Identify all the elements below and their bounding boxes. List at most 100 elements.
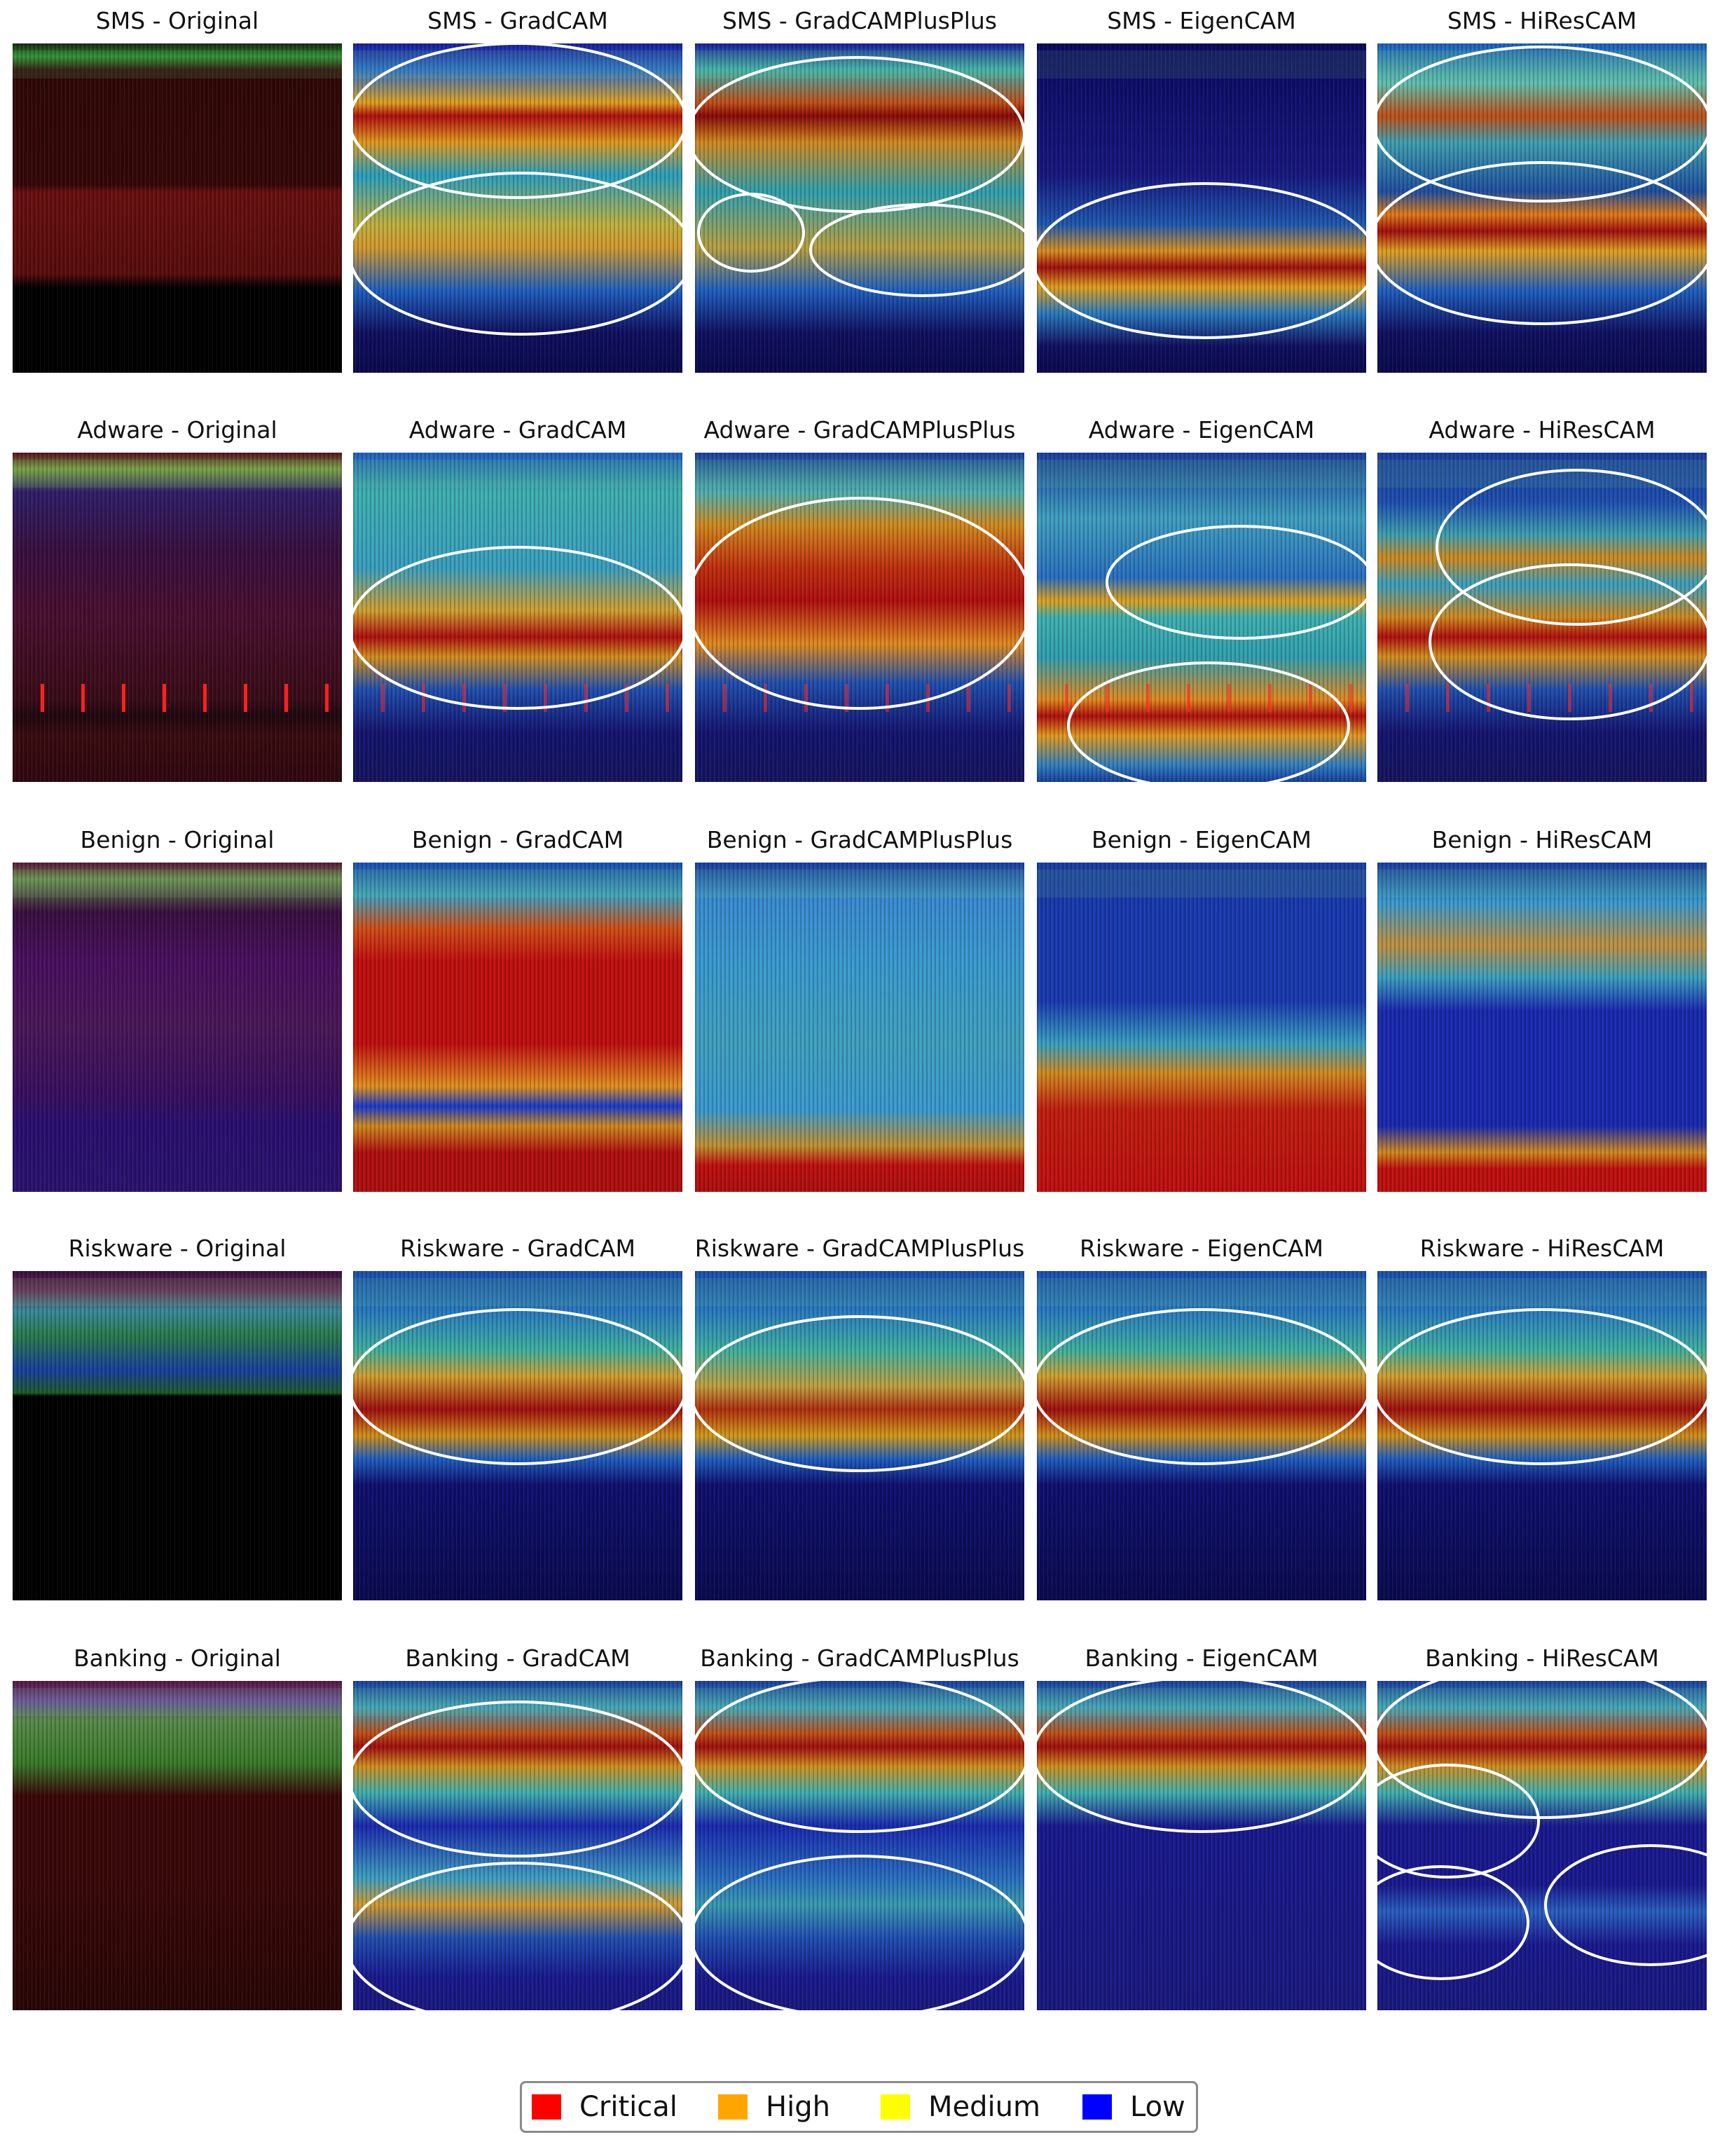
panel-title: Riskware - HiResCAM [1419,1235,1665,1262]
red-tick-mark [804,684,808,712]
panel-texture [695,43,1024,373]
panel-title: Benign - GradCAMPlusPlus [706,826,1013,853]
panel-image [1377,863,1707,1192]
original-image-panel [13,863,342,1192]
legend-label-low: Low [1130,2091,1185,2123]
cam-heatmap-panel [1377,453,1707,782]
panel-texture [1377,43,1707,373]
panel-top-band [1037,870,1366,898]
red-tick-mark [41,684,44,712]
highlight-ellipse [353,1308,682,1465]
panel-texture [353,863,682,1192]
panel-title: Riskware - GradCAM [399,1235,636,1262]
red-tick-mark [625,684,628,712]
highlight-ellipse [1037,182,1366,339]
panel-texture [695,1271,1024,1600]
highlight-ellipse [695,56,1024,213]
highlight-ellipse [1037,1681,1366,1833]
cam-heatmap-panel [1037,43,1366,373]
red-tick-mark [1649,684,1653,712]
panel-title: Banking - GradCAM [405,1645,631,1672]
highlight-ellipse [1067,661,1350,782]
panel-image [1377,1681,1707,2010]
panel-top-band [1377,870,1707,898]
red-tick-mark [1527,684,1531,712]
panel-top-band [13,870,342,898]
panel-image [695,1681,1024,2010]
panel-top-band [353,870,682,898]
panel-texture [13,1271,342,1600]
panel-title: Benign - Original [80,826,275,853]
panel-title: SMS - Original [95,7,259,34]
red-tick-mark [723,684,727,712]
panel-image [13,1681,342,2010]
cam-heatmap-panel [695,1271,1024,1600]
legend-swatch-low [1082,2094,1112,2120]
panel-title: Banking - EigenCAM [1085,1645,1319,1672]
red-tick-mark [1227,684,1231,712]
cam-heatmap-panel [1037,1271,1366,1600]
panel-texture [353,1681,682,2010]
panel-image [13,1271,342,1600]
red-tick-mark [122,684,125,712]
panel-top-band [13,50,342,78]
highlight-ellipse [1377,1764,1540,1879]
red-tick-mark [1007,684,1011,712]
panel-title: Adware - EigenCAM [1088,416,1315,444]
panel-top-band [1377,50,1707,78]
panel-top-band [1037,1278,1366,1306]
cam-heatmap-panel [353,863,682,1192]
highlight-ellipse [695,1315,1024,1472]
cam-heatmap-panel [695,453,1024,782]
panel-texture [353,43,682,373]
red-tick-mark [544,684,547,712]
panel-title: Benign - EigenCAM [1091,826,1312,853]
panel-top-band [695,1688,1024,1716]
highlight-ellipse [809,203,1024,297]
red-tick-mark [81,684,85,712]
red-tick-mark [422,684,425,712]
highlight-ellipse [1377,1865,1529,1980]
panel-top-band [13,460,342,488]
panel-texture [695,1681,1024,2010]
legend-swatch-high [718,2094,748,2120]
cam-heatmap-panel [353,453,682,782]
panel-title: SMS - GradCAM [427,7,608,34]
highlight-ellipse [1377,46,1707,202]
panel-image [353,863,682,1192]
red-tick-mark [1446,684,1450,712]
cam-heatmap-panel [353,1271,682,1600]
highlight-ellipse [1377,161,1707,325]
panel-top-band [695,870,1024,898]
panel-image [695,1271,1024,1600]
highlight-ellipse [695,1855,1024,2010]
panel-top-band [13,1278,342,1306]
highlight-ellipse [1436,469,1707,626]
highlight-ellipse [353,1701,682,1858]
panel-image [13,43,342,373]
panel-title: Benign - GradCAM [411,826,624,853]
red-tick-mark [1309,684,1312,712]
cam-heatmap-panel [695,1681,1024,2010]
panel-image [1377,1271,1707,1600]
cam-heatmap-panel [1377,43,1707,373]
legend-swatch-medium [881,2094,910,2120]
legend-swatch-critical [532,2094,561,2120]
panel-texture [1037,863,1366,1192]
panel-texture [1037,1681,1366,2010]
panel-image [1037,1681,1366,2010]
panel-image [1037,1271,1366,1600]
red-tick-mark [244,684,247,712]
red-tick-mark [845,684,848,712]
panel-texture [13,863,342,1192]
panel-title: Adware - HiResCAM [1429,416,1656,444]
panel-title: Benign - HiResCAM [1431,826,1653,853]
panel-texture [353,1271,682,1600]
legend-item-critical: Critical [532,2083,677,2131]
red-tick-mark [1106,684,1109,712]
cam-heatmap-panel [353,43,682,373]
highlight-ellipse [353,172,682,336]
panel-image [1037,43,1366,373]
highlight-ellipse [353,43,682,199]
original-image-panel [13,453,342,782]
